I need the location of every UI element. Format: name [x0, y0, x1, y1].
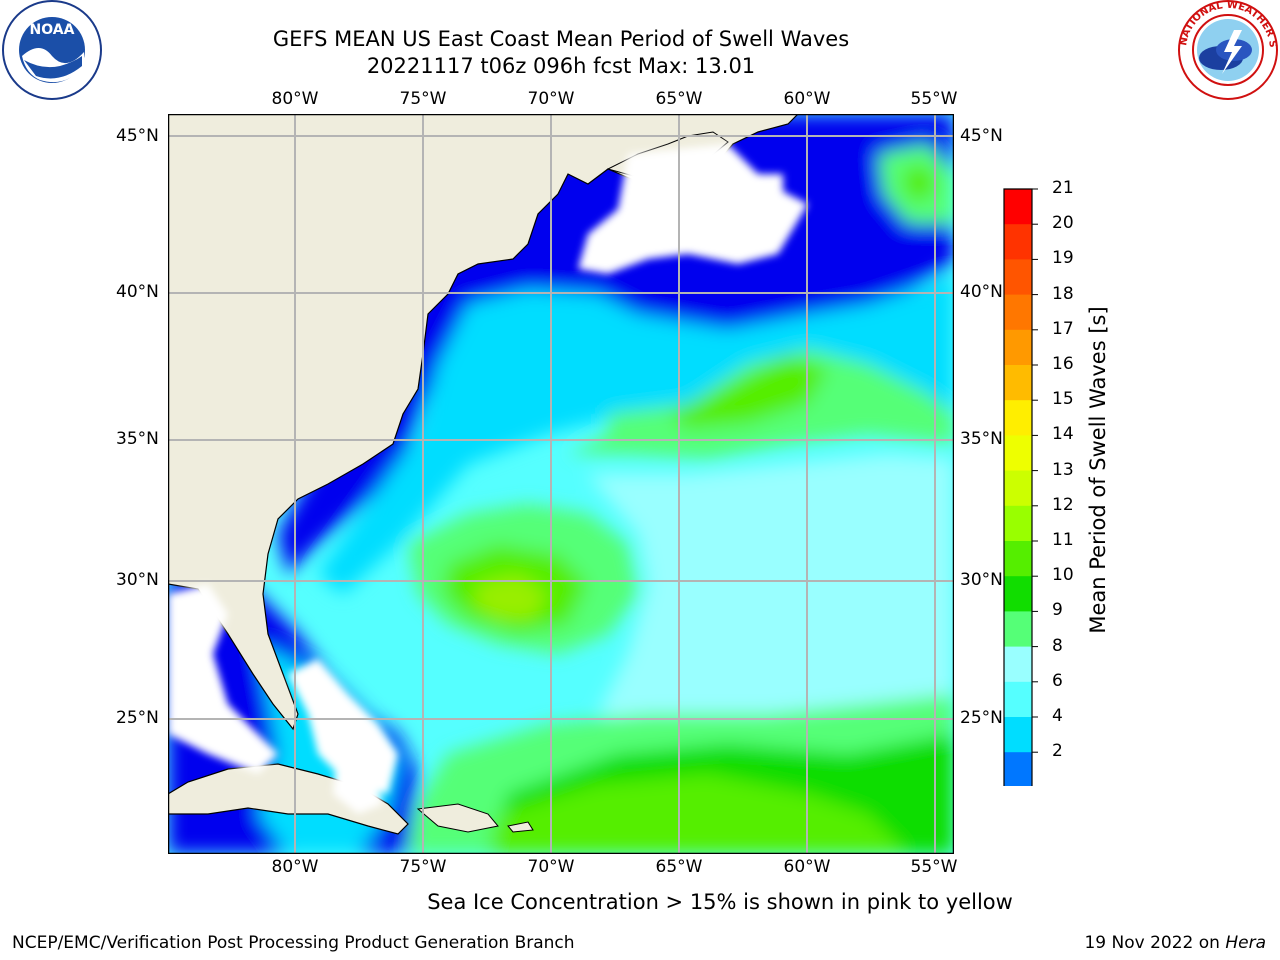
- colorbar-tick-label: 16: [1052, 354, 1074, 374]
- colorbar: [1003, 188, 1038, 786]
- lon-label-bottom-60w: 60°W: [783, 857, 831, 877]
- map-title: GEFS MEAN US East Coast Mean Period of S…: [272, 27, 850, 51]
- lon-label-top-55w: 55°W: [910, 89, 958, 109]
- colorbar-tick-label: 14: [1052, 424, 1074, 445]
- colorbar-segment: [1004, 576, 1032, 612]
- colorbar-tick-label: 18: [1052, 283, 1074, 304]
- colorbar-segment: [1004, 224, 1032, 260]
- lon-label-top-70w: 70°W: [527, 89, 575, 109]
- lat-label-right-30n: 30°N: [960, 570, 1003, 590]
- lat-label-right-40n: 40°N: [960, 282, 1003, 302]
- colorbar-segment: [1004, 259, 1032, 296]
- colorbar-tick-label: 9: [1052, 600, 1063, 621]
- colorbar-label: Mean Period of Swell Waves [s]: [1086, 306, 1110, 634]
- lon-label-bottom-70w: 70°W: [527, 857, 575, 877]
- colorbar-segment: [1004, 294, 1032, 331]
- colorbar-segment: [1004, 400, 1032, 436]
- colorbar-tick-label: 12: [1052, 494, 1074, 515]
- colorbar-frame: [1003, 188, 1033, 786]
- colorbar-segment: [1004, 505, 1032, 542]
- colorbar-tick-label: 21: [1052, 178, 1074, 198]
- colorbar-tick-label: 10: [1052, 565, 1074, 586]
- masked-areas: [168, 144, 808, 814]
- colorbar-tick-label: 11: [1052, 530, 1074, 550]
- lat-label-left-40n: 40°N: [116, 282, 159, 302]
- colorbar-segment: [1004, 435, 1032, 472]
- colorbar-segment: [1004, 646, 1032, 683]
- map-panel: [168, 114, 954, 854]
- colorbar-tick-label: 8: [1052, 635, 1063, 656]
- colorbar-segment: [1004, 189, 1032, 225]
- sea-ice-caption: Sea Ice Concentration > 15% is shown in …: [0, 890, 1280, 914]
- lat-label-left-30n: 30°N: [116, 570, 159, 590]
- lat-label-left-45n: 45°N: [116, 126, 159, 146]
- colorbar-segment: [1004, 541, 1032, 577]
- lat-label-right-35n: 35°N: [960, 429, 1003, 449]
- footer-machine: Hera: [1225, 933, 1266, 953]
- lon-label-bottom-75w: 75°W: [399, 857, 447, 877]
- colorbar-segment: [1004, 470, 1032, 507]
- footer-date-text: 19 Nov 2022 on: [1084, 933, 1220, 953]
- lon-label-top-60w: 60°W: [783, 89, 831, 109]
- colorbar-segment: [1004, 681, 1032, 718]
- colorbar-tick-label: 15: [1052, 389, 1074, 410]
- noaa-logo: NOAA: [2, 0, 102, 100]
- lon-label-bottom-80w: 80°W: [271, 857, 319, 877]
- noaa-logo-text: NOAA: [30, 22, 75, 38]
- colorbar-tick-label: 17: [1052, 318, 1074, 339]
- colorbar-segment: [1004, 752, 1032, 786]
- lat-label-left-25n: 25°N: [116, 708, 159, 728]
- colorbar-tick-label: 20: [1052, 213, 1074, 234]
- lon-label-top-65w: 65°W: [655, 89, 703, 109]
- lon-label-top-80w: 80°W: [271, 89, 319, 109]
- footer-credit: NCEP/EMC/Verification Post Processing Pr…: [12, 933, 575, 953]
- colorbar-tick-label: 13: [1052, 459, 1074, 480]
- sea-ice-caption-text: Sea Ice Concentration > 15% is shown in …: [427, 890, 1013, 914]
- colorbar-tick-label: 6: [1052, 670, 1063, 691]
- lon-label-bottom-55w: 55°W: [910, 857, 958, 877]
- map-subtitle: 20221117 t06z 096h fcst Max: 13.01: [366, 54, 756, 78]
- colorbar-tick-label: 19: [1052, 248, 1074, 269]
- lat-label-right-25n: 25°N: [960, 708, 1003, 728]
- colorbar-segment: [1004, 717, 1032, 753]
- nws-logo: NATIONAL WEATHER SERVICE: [1176, 0, 1278, 100]
- colorbar-segment: [1004, 329, 1032, 366]
- lon-label-top-75w: 75°W: [399, 89, 447, 109]
- lat-label-right-45n: 45°N: [960, 126, 1003, 146]
- map-frame: [168, 114, 954, 854]
- lat-label-left-35n: 35°N: [116, 429, 159, 449]
- colorbar-tick-label: 2: [1052, 741, 1063, 762]
- colorbar-segment: [1004, 611, 1032, 648]
- colorbar-tick-label: 4: [1052, 706, 1063, 726]
- colorbar-segment: [1004, 365, 1032, 401]
- lon-label-bottom-65w: 65°W: [655, 857, 703, 877]
- footer-date: 19 Nov 2022 on Hera: [1084, 933, 1266, 953]
- graticule: [168, 114, 954, 854]
